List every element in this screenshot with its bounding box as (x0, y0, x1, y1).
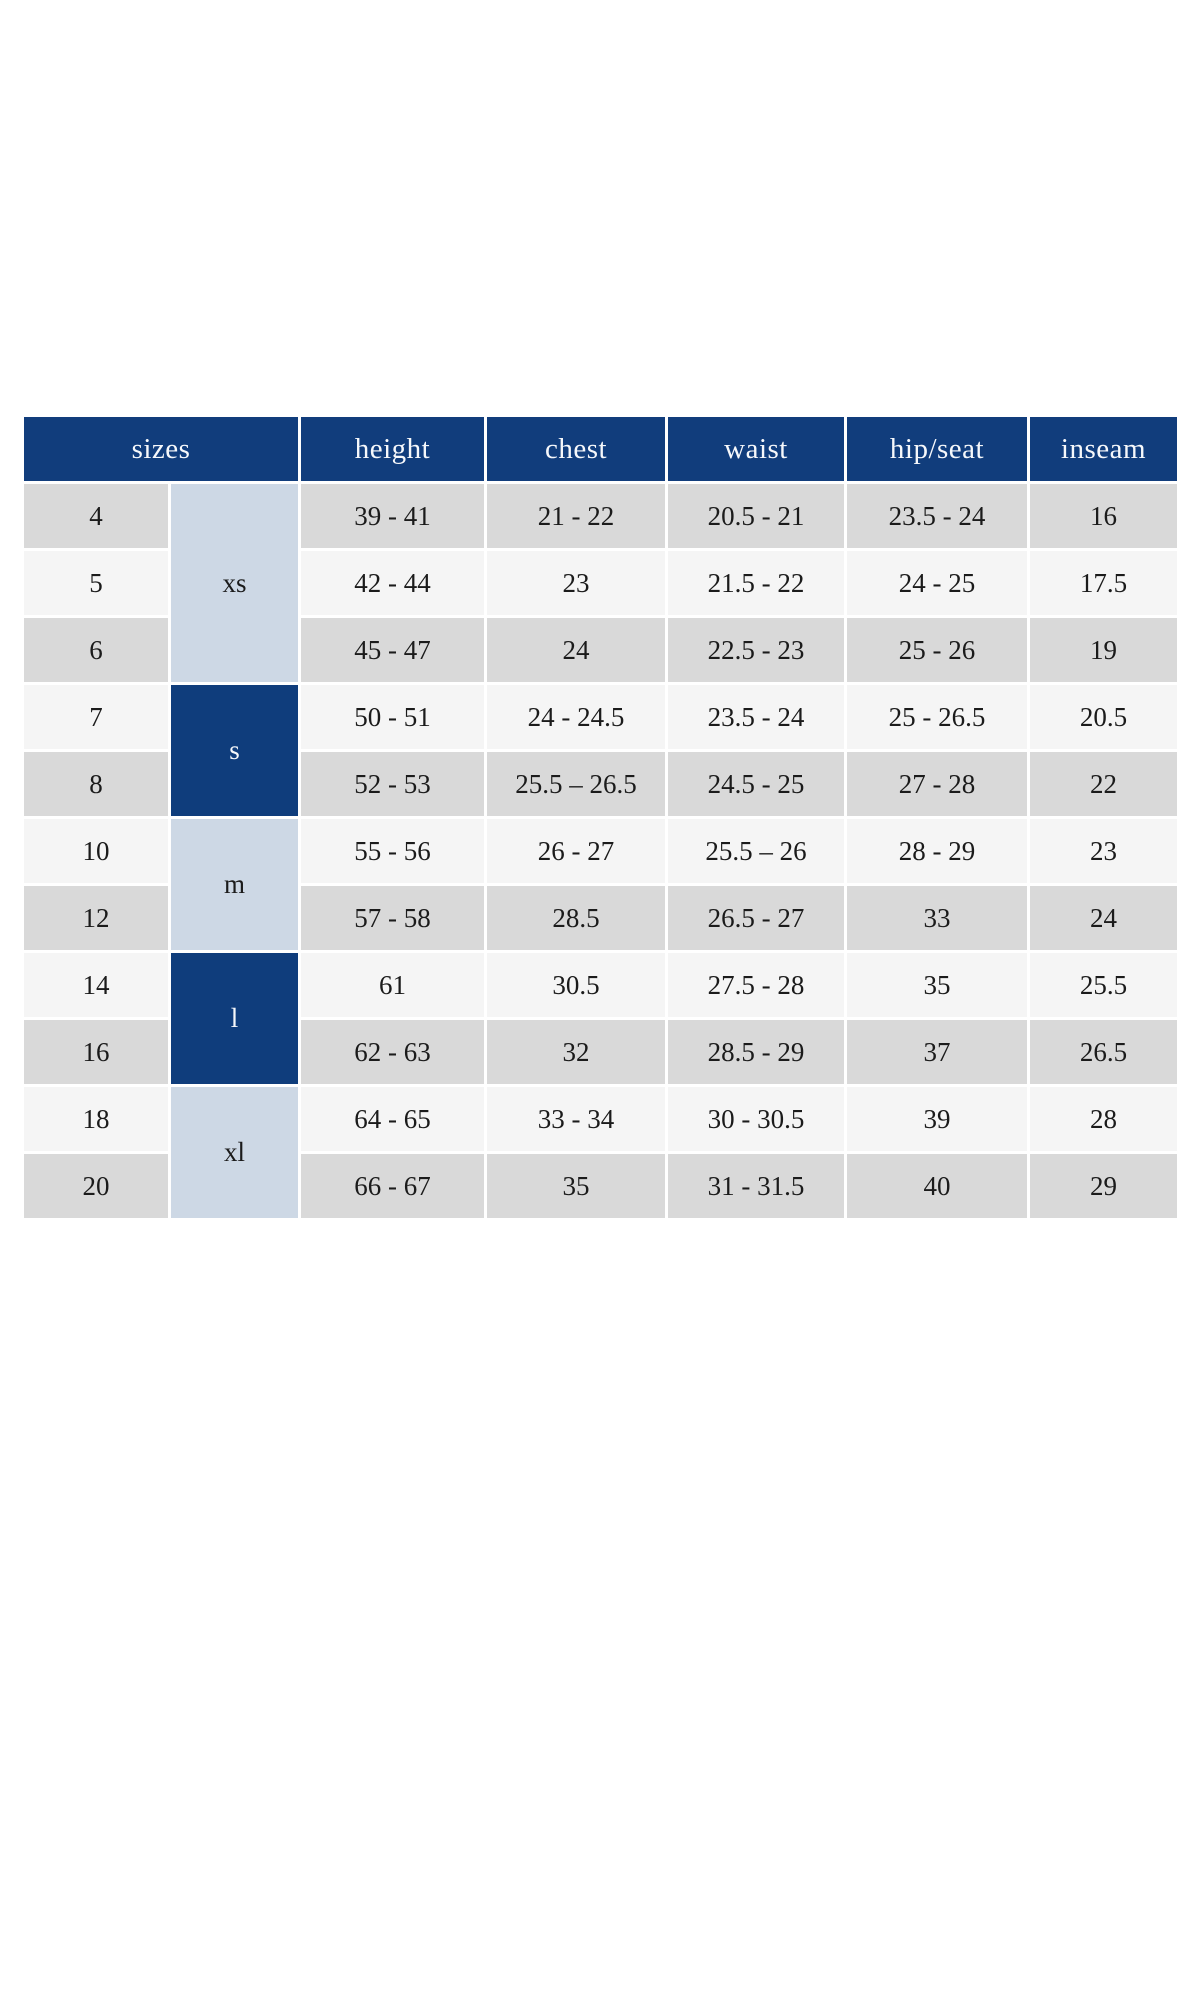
size-number-cell: 14 (24, 953, 168, 1017)
waist-cell: 30 - 30.5 (668, 1087, 844, 1151)
size-number-cell: 12 (24, 886, 168, 950)
chest-cell: 23 (487, 551, 665, 615)
hip-seat-cell: 35 (847, 953, 1027, 1017)
chest-cell: 24 (487, 618, 665, 682)
hip-seat-cell: 33 (847, 886, 1027, 950)
table-row: 5 42 - 44 23 21.5 - 22 24 - 25 17.5 (24, 551, 1177, 615)
waist-cell: 21.5 - 22 (668, 551, 844, 615)
hip-seat-cell: 24 - 25 (847, 551, 1027, 615)
height-cell: 52 - 53 (301, 752, 484, 816)
height-cell: 57 - 58 (301, 886, 484, 950)
size-group-cell: xl (171, 1087, 298, 1218)
chest-cell: 35 (487, 1154, 665, 1218)
size-group-cell: xs (171, 484, 298, 682)
inseam-cell: 26.5 (1030, 1020, 1177, 1084)
inseam-cell: 17.5 (1030, 551, 1177, 615)
size-number-cell: 10 (24, 819, 168, 883)
waist-cell: 26.5 - 27 (668, 886, 844, 950)
height-cell: 61 (301, 953, 484, 1017)
inseam-cell: 29 (1030, 1154, 1177, 1218)
table-row: 4 xs 39 - 41 21 - 22 20.5 - 21 23.5 - 24 16 (24, 484, 1177, 682)
hip-seat-cell: 39 (847, 1087, 1027, 1151)
waist-cell: 22.5 - 23 (668, 618, 844, 682)
size-number-cell: 8 (24, 752, 168, 816)
size-number-cell: 4 (24, 484, 168, 548)
inseam-cell: 16 (1030, 484, 1177, 548)
col-header-height: height (301, 417, 484, 481)
size-group-cell: l (171, 953, 298, 1084)
header-row: sizes height chest waist hip/seat inseam (24, 417, 1177, 481)
table-row: 16 62 - 63 32 28.5 - 29 37 26.5 (24, 1020, 1177, 1084)
table-row: 18 xl 64 - 65 33 - 34 30 - 30.5 39 28 (24, 1087, 1177, 1218)
hip-seat-cell: 23.5 - 24 (847, 484, 1027, 548)
chest-cell: 26 - 27 (487, 819, 665, 883)
chest-cell: 25.5 – 26.5 (487, 752, 665, 816)
chest-cell: 24 - 24.5 (487, 685, 665, 749)
chest-cell: 30.5 (487, 953, 665, 1017)
size-group-cell: s (171, 685, 298, 816)
chest-cell: 32 (487, 1020, 665, 1084)
size-group-cell: m (171, 819, 298, 950)
hip-seat-cell: 25 - 26 (847, 618, 1027, 682)
size-number-cell: 16 (24, 1020, 168, 1084)
inseam-cell: 25.5 (1030, 953, 1177, 1017)
table-row: 20 66 - 67 35 31 - 31.5 40 29 (24, 1154, 1177, 1218)
size-number-cell: 20 (24, 1154, 168, 1218)
size-number-cell: 6 (24, 618, 168, 682)
height-cell: 55 - 56 (301, 819, 484, 883)
height-cell: 45 - 47 (301, 618, 484, 682)
chest-cell: 28.5 (487, 886, 665, 950)
chest-cell: 21 - 22 (487, 484, 665, 548)
col-header-hip-seat: hip/seat (847, 417, 1027, 481)
inseam-cell: 19 (1030, 618, 1177, 682)
col-header-sizes: sizes (24, 417, 298, 481)
height-cell: 39 - 41 (301, 484, 484, 548)
hip-seat-cell: 27 - 28 (847, 752, 1027, 816)
table-row: 7 s 50 - 51 24 - 24.5 23.5 - 24 25 - 26.5 20.5 (24, 685, 1177, 816)
waist-cell: 31 - 31.5 (668, 1154, 844, 1218)
table-row: 6 45 - 47 24 22.5 - 23 25 - 26 19 (24, 618, 1177, 682)
waist-cell: 24.5 - 25 (668, 752, 844, 816)
col-header-waist: waist (668, 417, 844, 481)
size-number-cell: 7 (24, 685, 168, 749)
height-cell: 50 - 51 (301, 685, 484, 749)
table-row: 10 m 55 - 56 26 - 27 25.5 – 26 28 - 29 23 (24, 819, 1177, 950)
hip-seat-cell: 40 (847, 1154, 1027, 1218)
size-chart-table: sizes height chest waist hip/seat inseam… (21, 414, 1180, 1221)
inseam-cell: 28 (1030, 1087, 1177, 1151)
col-header-inseam: inseam (1030, 417, 1177, 481)
waist-cell: 25.5 – 26 (668, 819, 844, 883)
waist-cell: 27.5 - 28 (668, 953, 844, 1017)
waist-cell: 23.5 - 24 (668, 685, 844, 749)
table-row: 12 57 - 58 28.5 26.5 - 27 33 24 (24, 886, 1177, 950)
height-cell: 42 - 44 (301, 551, 484, 615)
height-cell: 66 - 67 (301, 1154, 484, 1218)
inseam-cell: 20.5 (1030, 685, 1177, 749)
inseam-cell: 23 (1030, 819, 1177, 883)
hip-seat-cell: 28 - 29 (847, 819, 1027, 883)
waist-cell: 20.5 - 21 (668, 484, 844, 548)
size-number-cell: 5 (24, 551, 168, 615)
table-row: 14 l 61 30.5 27.5 - 28 35 25.5 (24, 953, 1177, 1084)
inseam-cell: 24 (1030, 886, 1177, 950)
size-number-cell: 18 (24, 1087, 168, 1151)
height-cell: 62 - 63 (301, 1020, 484, 1084)
waist-cell: 28.5 - 29 (668, 1020, 844, 1084)
inseam-cell: 22 (1030, 752, 1177, 816)
hip-seat-cell: 37 (847, 1020, 1027, 1084)
table-row: 8 52 - 53 25.5 – 26.5 24.5 - 25 27 - 28 22 (24, 752, 1177, 816)
size-chart-header: sizes height chest waist hip/seat inseam (24, 417, 1177, 481)
height-cell: 64 - 65 (301, 1087, 484, 1151)
col-header-chest: chest (487, 417, 665, 481)
chest-cell: 33 - 34 (487, 1087, 665, 1151)
hip-seat-cell: 25 - 26.5 (847, 685, 1027, 749)
size-chart-body: 4 xs 39 - 41 21 - 22 20.5 - 21 23.5 - 24 16 5 42… (24, 484, 1177, 1218)
